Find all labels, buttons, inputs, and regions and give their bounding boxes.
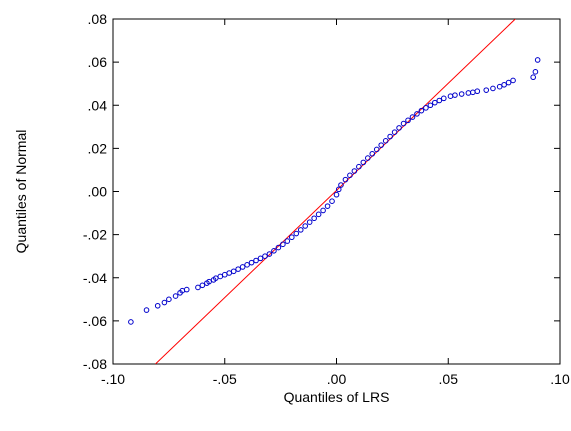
data-point [262, 253, 268, 259]
data-point [360, 159, 367, 166]
data-point [289, 234, 295, 241]
data-point [199, 282, 206, 289]
data-point [329, 198, 335, 205]
y-tick-label: .04 [88, 97, 108, 113]
data-point [183, 286, 190, 293]
data-point [284, 238, 291, 244]
data-point [496, 83, 503, 90]
data-point [534, 57, 541, 63]
data-point [195, 284, 201, 291]
y-tick-label: -.06 [83, 313, 107, 329]
data-point [427, 102, 434, 109]
y-tick-label: .08 [88, 11, 108, 27]
data-point [257, 255, 264, 262]
y-axis-title: Quantiles of Normal [13, 130, 29, 254]
plot-area [128, 19, 541, 364]
data-point [432, 99, 438, 106]
data-point [347, 172, 353, 179]
data-point [338, 182, 344, 188]
data-point [293, 230, 300, 237]
data-point [302, 223, 309, 229]
data-point [166, 296, 172, 303]
x-tick-label: .00 [327, 371, 347, 387]
data-point [387, 133, 393, 140]
x-tick-label: .10 [550, 371, 570, 387]
x-axis-ticks: -.10 -.05 .00 .05 .10 [101, 19, 570, 387]
data-point [161, 299, 168, 306]
data-point [364, 155, 371, 161]
y-tick-label: -.04 [83, 270, 107, 286]
data-point [405, 117, 411, 124]
data-point [235, 266, 241, 272]
data-point [369, 150, 376, 157]
data-point [172, 293, 179, 299]
data-point [311, 215, 317, 222]
x-axis-title: Quantiles of LRS [284, 389, 390, 405]
data-point [452, 92, 458, 98]
data-point [436, 97, 443, 104]
data-point [154, 302, 161, 309]
y-tick-label: .06 [88, 54, 108, 70]
data-point [423, 105, 429, 111]
y-tick-label: .00 [88, 184, 108, 200]
x-tick-label: .05 [439, 371, 459, 387]
data-point [501, 81, 507, 88]
data-point [351, 168, 358, 174]
y-axis-ticks: -.08 -.06 -.04 -.02 .00 .02 .04 .06 .08 [83, 11, 560, 372]
data-point [266, 251, 273, 257]
y-tick-label: .02 [88, 140, 108, 156]
data-point [230, 268, 237, 275]
data-point [324, 203, 331, 209]
data-point [378, 142, 385, 148]
data-point [530, 74, 536, 81]
data-point [505, 79, 512, 86]
data-point [320, 207, 326, 214]
data-point [440, 95, 447, 102]
data-point [532, 69, 539, 75]
data-point [248, 259, 255, 266]
data-point [474, 88, 481, 95]
data-point [342, 176, 349, 183]
reference-line [155, 19, 516, 364]
data-point [280, 241, 286, 248]
data-point [335, 186, 342, 193]
data-point [458, 91, 465, 97]
data-point [244, 262, 250, 268]
data-point [239, 264, 246, 270]
data-point [418, 107, 425, 114]
y-tick-label: -.02 [83, 227, 107, 243]
data-point [271, 247, 277, 254]
data-point [490, 85, 496, 92]
data-point [143, 307, 150, 313]
data-point [253, 257, 259, 264]
data-point [414, 111, 420, 117]
x-tick-label: -.05 [213, 371, 237, 387]
plot-frame [112, 18, 561, 365]
data-point [306, 219, 313, 225]
data-point [382, 138, 389, 144]
data-point [510, 77, 516, 84]
data-point [409, 114, 416, 120]
data-point [356, 163, 362, 170]
data-point [275, 244, 282, 251]
data-point [396, 125, 402, 131]
data-point [297, 227, 304, 233]
data-point [373, 146, 380, 153]
x-tick-label: -.10 [101, 371, 125, 387]
data-point [333, 191, 340, 198]
data-point [483, 87, 490, 93]
data-point [315, 211, 322, 218]
data-point [391, 129, 398, 136]
data-point [400, 120, 407, 127]
data-point [128, 319, 134, 325]
y-tick-label: -.08 [83, 356, 107, 372]
data-points [128, 57, 541, 325]
